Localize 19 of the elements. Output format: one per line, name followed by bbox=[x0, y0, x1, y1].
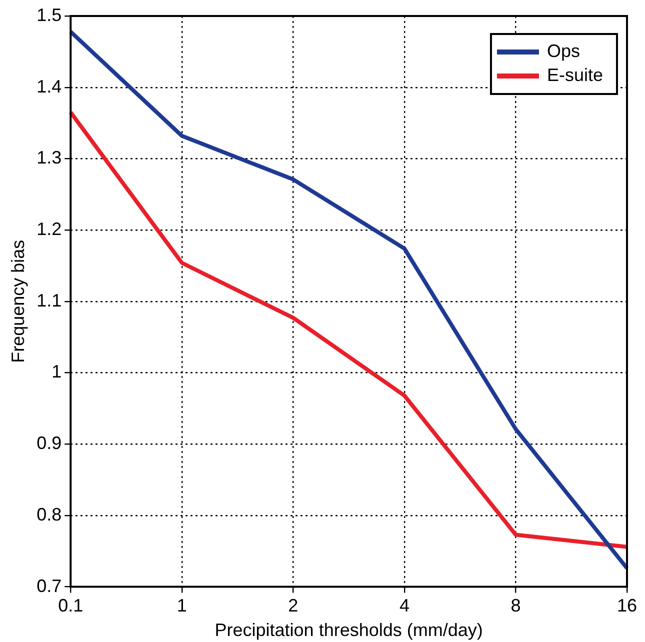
y-tick-label: 1 bbox=[52, 362, 62, 382]
y-tick-label: 1.4 bbox=[36, 76, 62, 96]
y-tick-label: 0.7 bbox=[36, 576, 62, 596]
x-tick-label: 1 bbox=[176, 596, 187, 616]
x-tick-label: 4 bbox=[399, 596, 410, 616]
y-axis-title: Frequency bias bbox=[8, 240, 28, 363]
x-tick-label: 2 bbox=[288, 596, 298, 616]
legend-label: Ops bbox=[546, 40, 580, 61]
x-tick-label: 16 bbox=[616, 596, 638, 616]
y-tick-label: 1.1 bbox=[36, 290, 62, 310]
x-tick-label: 8 bbox=[510, 596, 521, 616]
y-tick-label: 1.3 bbox=[36, 148, 62, 168]
legend-label: E-suite bbox=[546, 64, 604, 85]
y-tick-label: 0.9 bbox=[36, 433, 62, 454]
x-axis-title: Precipitation thresholds (mm/day) bbox=[214, 620, 483, 640]
y-tick-label: 1.5 bbox=[36, 4, 62, 25]
x-tick-label: 0.1 bbox=[58, 596, 84, 616]
y-tick-label: 0.8 bbox=[36, 504, 62, 524]
y-tick-label: 1.2 bbox=[36, 219, 62, 240]
